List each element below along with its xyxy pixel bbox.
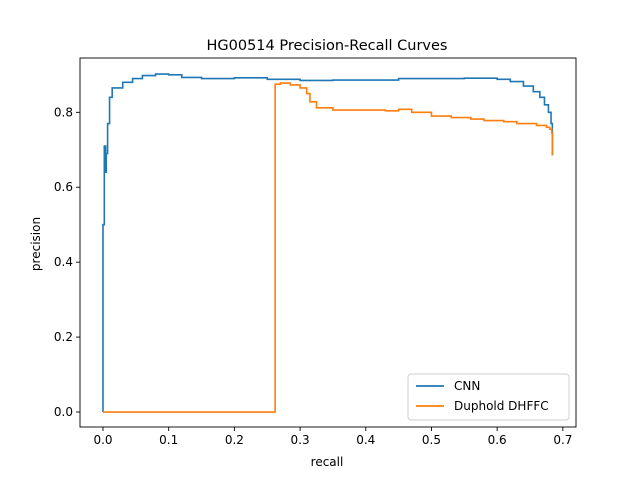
x-tick-label: 0.6	[488, 433, 507, 447]
chart-title: HG00514 Precision-Recall Curves	[206, 38, 447, 54]
legend-label-duphold-dhffc: Duphold DHFFC	[454, 399, 549, 413]
legend-label-cnn: CNN	[454, 379, 480, 393]
x-tick-label: 0.1	[159, 433, 178, 447]
y-tick-label: 0.4	[54, 255, 73, 269]
x-tick-label: 0.0	[93, 433, 112, 447]
x-tick-label: 0.5	[422, 433, 441, 447]
x-axis-label: recall	[311, 455, 344, 469]
y-tick-label: 0.2	[54, 330, 73, 344]
y-tick-label: 0.8	[54, 105, 73, 119]
x-tick-label: 0.4	[356, 433, 375, 447]
y-tick-label: 0.0	[54, 405, 73, 419]
y-tick-label: 0.6	[54, 180, 73, 194]
x-tick-label: 0.7	[553, 433, 572, 447]
series-line-duphold-dhffc	[102, 82, 554, 413]
series-line-cnn	[102, 73, 554, 413]
legend-box	[407, 373, 570, 421]
x-tick-label: 0.2	[225, 433, 244, 447]
plot-frame	[79, 57, 577, 428]
y-axis-label: precision	[29, 217, 43, 271]
x-tick-label: 0.3	[291, 433, 310, 447]
